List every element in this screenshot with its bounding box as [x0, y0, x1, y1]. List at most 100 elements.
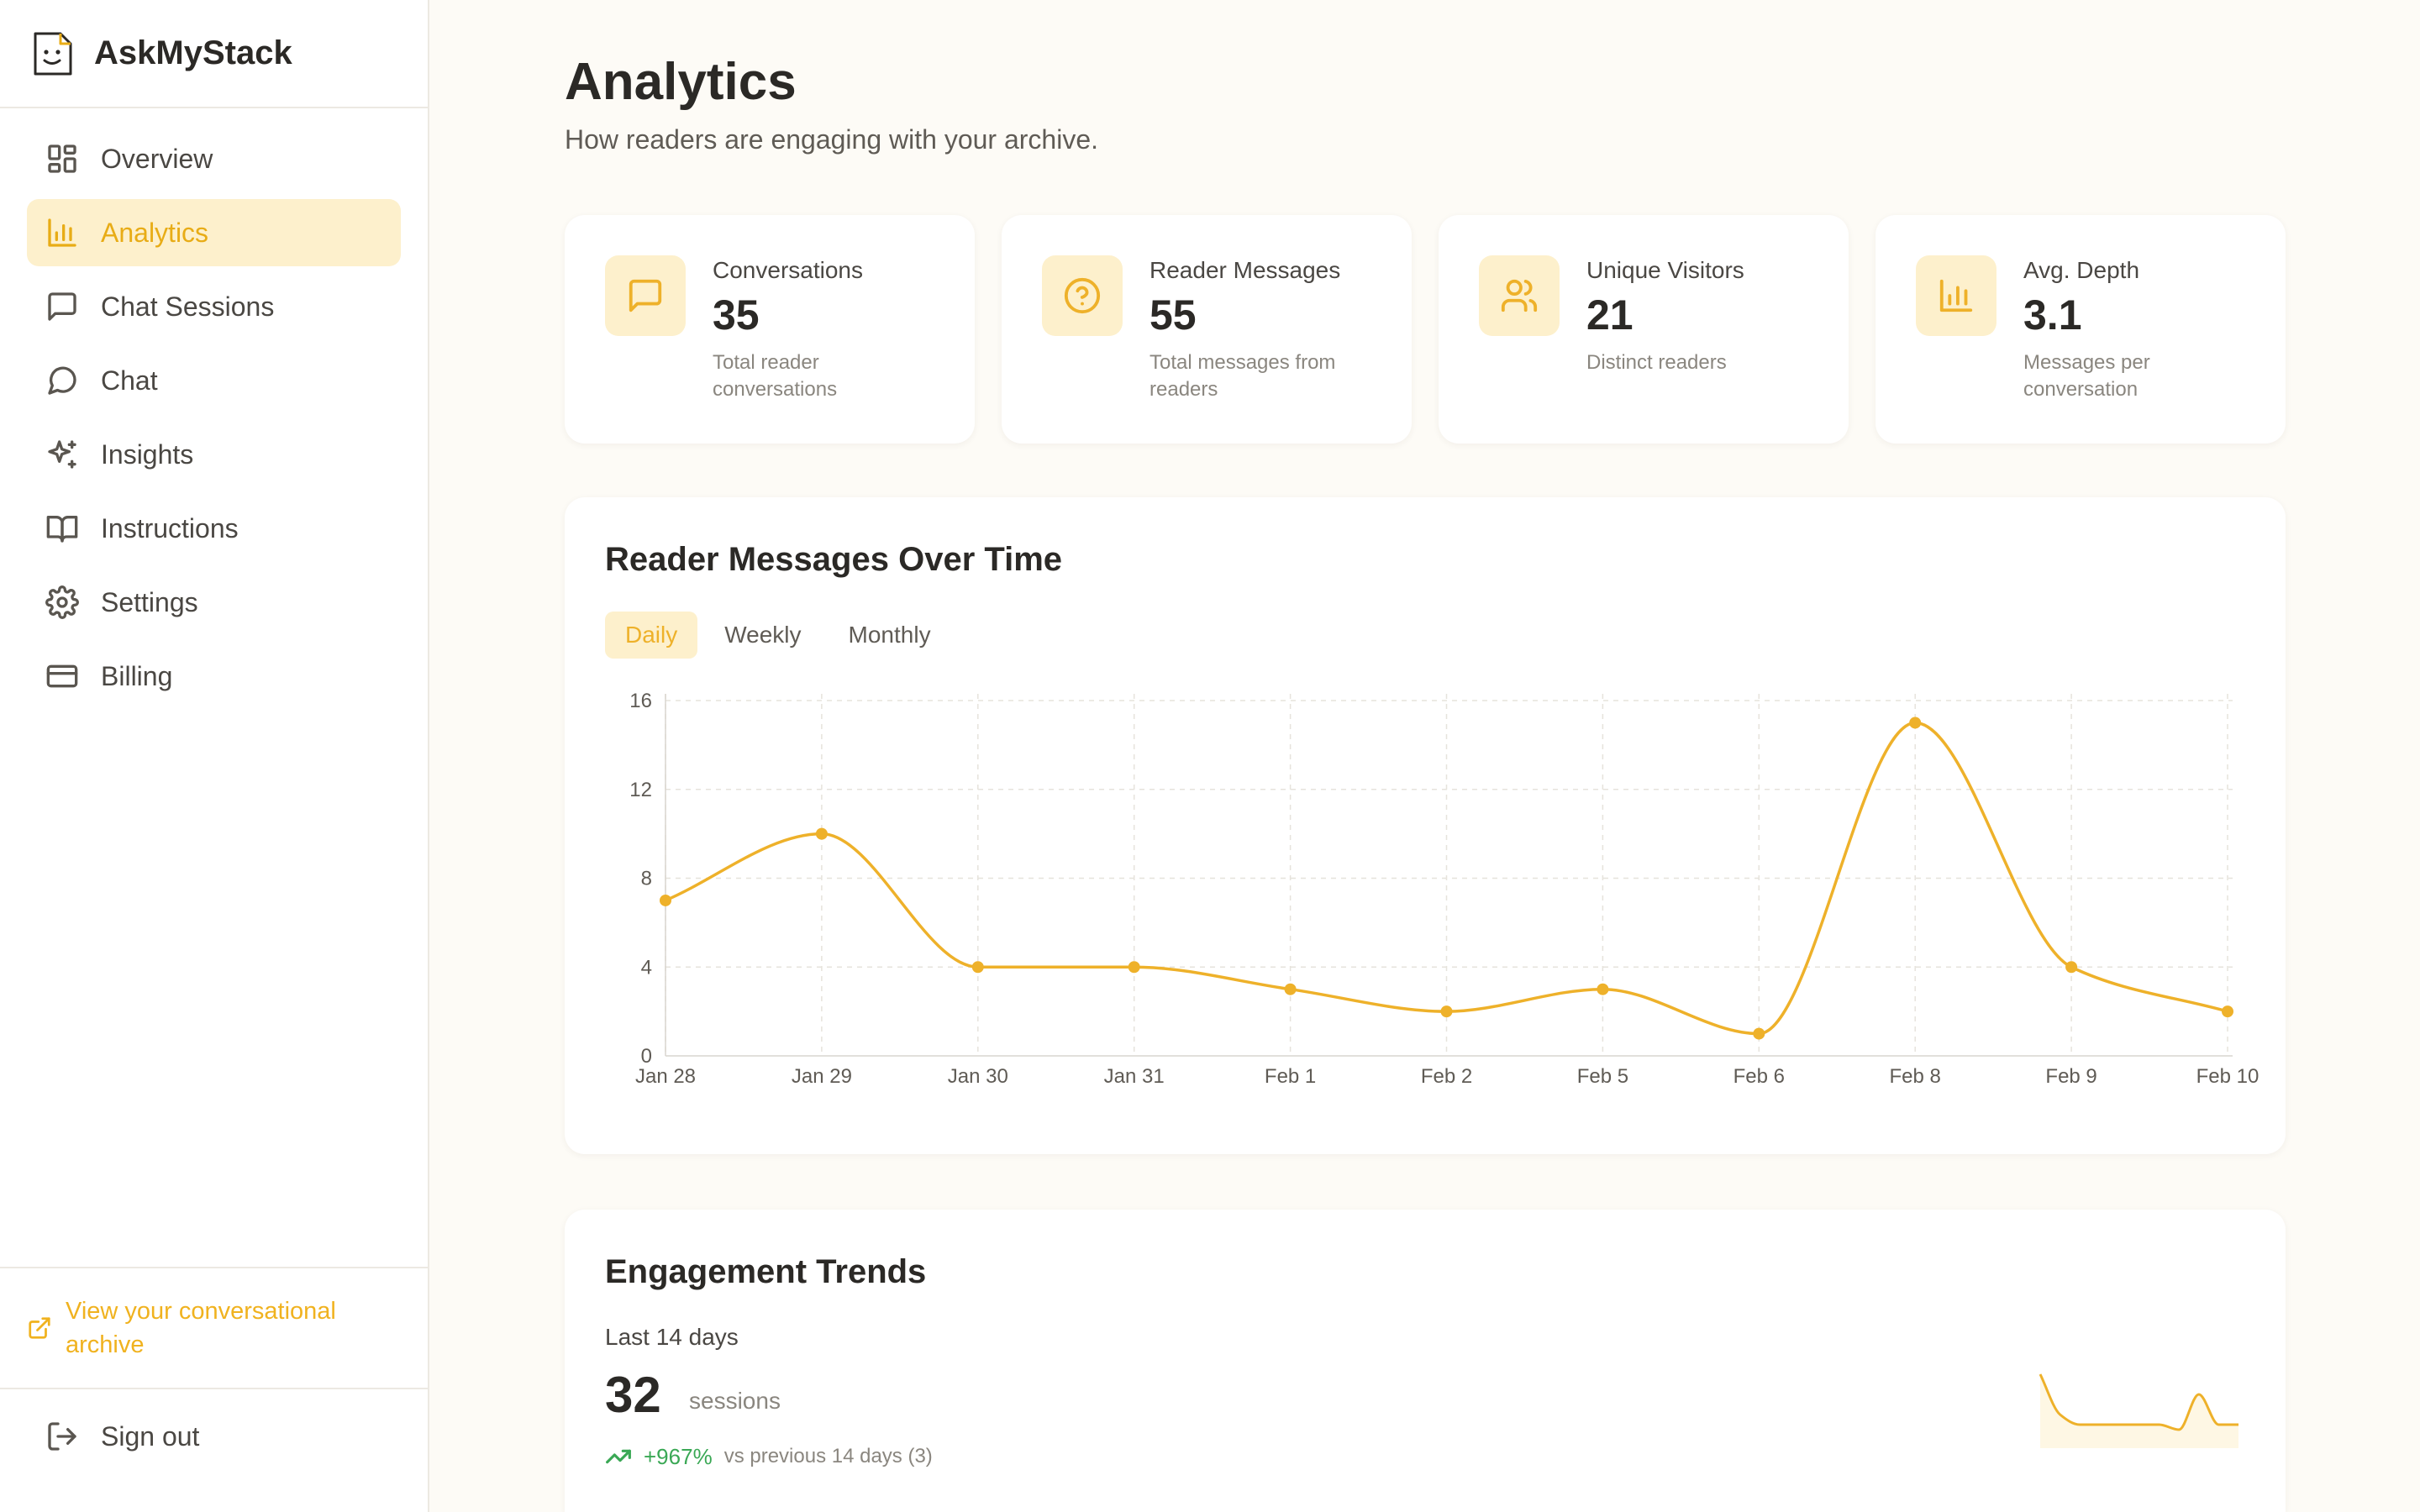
sidebar-item-analytics[interactable]: Analytics [27, 199, 401, 266]
x-tick-label: Feb 10 [2196, 1065, 2260, 1088]
chart-grid [665, 694, 2233, 1057]
data-point[interactable] [971, 961, 984, 974]
data-point[interactable] [1128, 961, 1140, 974]
grid-icon [48, 144, 76, 173]
chart-title: Reader Messages Over Time [605, 541, 1063, 578]
x-tick-label: Feb 5 [1577, 1065, 1628, 1088]
messages-line-chart: 0 4 8 12 16 Jan 28 Jan 29 Jan 30 Jan 31 Feb 1 Feb … [629, 690, 2260, 1088]
stat-icon-box [605, 255, 686, 336]
brand[interactable]: AskMyStack [0, 0, 428, 108]
sidebar-item-label: Instructions [101, 512, 239, 543]
x-tick-label: Feb 1 [1265, 1065, 1316, 1088]
x-tick-label: Jan 29 [792, 1065, 852, 1088]
sidebar-item-chat-sessions[interactable]: Chat Sessions [27, 273, 401, 340]
bar-chart-icon [48, 218, 76, 247]
stat-icon-box [1042, 255, 1123, 336]
engagement-title: Engagement Trends [605, 1253, 927, 1290]
view-archive-label: View your conversational archive [66, 1298, 336, 1358]
stat-description: Total messages from readers [1150, 351, 1336, 401]
data-point[interactable] [1440, 1005, 1453, 1018]
stat-card-reader-messages: Reader Messages 55 Total messages from r… [1002, 215, 1412, 444]
x-tick-label: Feb 8 [1890, 1065, 1941, 1088]
tab-weekly[interactable]: Weekly [724, 622, 802, 648]
x-tick-label: Feb 2 [1421, 1065, 1472, 1088]
sidebar-item-label: Analytics [101, 217, 209, 248]
sidebar: AskMyStack Overview Analytics Chat Sessi… [0, 0, 429, 1512]
data-point[interactable] [1597, 983, 1609, 995]
bar-chart-icon [1939, 279, 1973, 312]
tab-daily[interactable]: Daily [605, 612, 698, 659]
sidebar-item-label: Settings [101, 586, 198, 617]
stat-value: 21 [1586, 291, 1634, 339]
sign-out-label: Sign out [101, 1420, 200, 1452]
data-point[interactable] [815, 827, 828, 840]
x-tick-label: Jan 28 [635, 1065, 696, 1088]
message-circle-icon [48, 366, 76, 395]
engagement-unit: sessions [689, 1388, 781, 1414]
stat-description: Messages per conversation [2023, 351, 2150, 401]
x-tick-label: Jan 30 [948, 1065, 1008, 1088]
brand-name: AskMyStack [94, 34, 292, 71]
sidebar-item-label: Chat Sessions [101, 291, 275, 322]
engagement-comparison: vs previous 14 days (3) [723, 1445, 933, 1467]
stat-card-conversations: Conversations 35 Total reader conversati… [565, 215, 975, 444]
engagement-panel: Engagement Trends Last 14 days 32 sessio… [565, 1210, 2286, 1512]
stat-label: Conversations [713, 257, 863, 283]
page-title: Analytics [565, 53, 797, 111]
stat-card-avg-depth: Avg. Depth 3.1 Messages per conversation [1876, 215, 2286, 444]
message-square-icon [629, 279, 662, 312]
stat-value: 55 [1150, 291, 1197, 339]
sidebar-item-label: Billing [101, 660, 173, 691]
sidebar-item-instructions[interactable]: Instructions [27, 495, 401, 562]
range-tabs: Daily Weekly Monthly [605, 612, 958, 659]
logo-icon [34, 32, 72, 75]
stat-icon-box [1916, 255, 1996, 336]
stat-description: Total reader conversations [713, 351, 838, 401]
x-tick-label: Feb 9 [2045, 1065, 2096, 1088]
gear-icon [45, 585, 79, 619]
sidebar-nav: Overview Analytics Chat Sessions Chat In… [0, 108, 428, 710]
sidebar-item-billing[interactable]: Billing [27, 643, 401, 710]
stat-label: Avg. Depth [2023, 257, 2140, 283]
book-open-icon [46, 516, 78, 543]
data-point[interactable] [2065, 961, 2078, 974]
stat-icon-box [1479, 255, 1560, 336]
stat-label: Reader Messages [1150, 257, 1341, 283]
engagement-value: 32 [605, 1367, 661, 1423]
data-point[interactable] [660, 894, 671, 906]
sparkline-area [2040, 1374, 2238, 1448]
data-point[interactable] [1753, 1027, 1765, 1040]
tab-monthly[interactable]: Monthly [848, 622, 931, 648]
stat-label: Unique Visitors [1586, 257, 1744, 283]
sparkles-icon [48, 440, 76, 469]
engagement-sparkline [2039, 1373, 2238, 1448]
view-archive-link[interactable]: View your conversational archive [0, 1267, 428, 1389]
engagement-change: +967% vs previous 14 days (3) [605, 1443, 933, 1470]
y-tick-label: 12 [629, 779, 652, 801]
x-tick-label: Jan 31 [1104, 1065, 1165, 1088]
stat-card-unique-visitors: Unique Visitors 21 Distinct readers [1439, 215, 1849, 444]
x-tick-label: Feb 6 [1733, 1065, 1785, 1088]
sign-out-button[interactable]: Sign out [45, 1420, 199, 1453]
stat-description: Distinct readers [1586, 351, 1727, 374]
sidebar-item-chat[interactable]: Chat [27, 347, 401, 414]
sidebar-item-insights[interactable]: Insights [27, 421, 401, 488]
y-tick-label: 4 [641, 956, 652, 979]
engagement-period: Last 14 days [605, 1324, 739, 1350]
users-icon [1501, 279, 1538, 312]
sidebar-item-overview[interactable]: Overview [27, 125, 401, 192]
log-out-icon [48, 1422, 76, 1451]
data-point[interactable] [1909, 717, 1922, 729]
engagement-change-percent: +967% [644, 1443, 713, 1469]
y-tick-label: 16 [629, 690, 652, 712]
sidebar-item-label: Insights [101, 438, 194, 470]
credit-card-icon [46, 664, 78, 688]
page-subtitle: How readers are engaging with your archi… [565, 124, 1098, 155]
y-tick-label: 0 [641, 1045, 652, 1068]
sparkline-line [2039, 1373, 2238, 1431]
data-point[interactable] [2222, 1005, 2233, 1018]
data-point[interactable] [1284, 983, 1297, 995]
y-tick-label: 8 [641, 868, 652, 890]
sidebar-item-label: Overview [101, 143, 213, 174]
sidebar-item-settings[interactable]: Settings [27, 569, 401, 636]
